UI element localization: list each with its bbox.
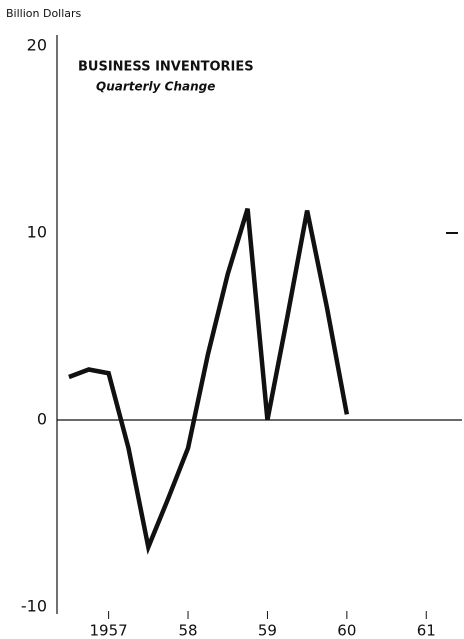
chart-title: BUSINESS INVENTORIES (78, 60, 254, 75)
x-tick-label: 58 (178, 622, 197, 639)
x-tick-label: 60 (337, 622, 356, 639)
y-tick-label: -10 (21, 597, 47, 616)
x-tick-label: 1957 (90, 622, 128, 639)
y-tick-label: 20 (27, 36, 47, 55)
y-tick-label: 0 (37, 410, 47, 429)
chart-subtitle: Quarterly Change (96, 80, 215, 94)
x-tick-label: 61 (417, 622, 436, 639)
y-axis-label: Billion Dollars (6, 7, 82, 20)
y-tick-label: 10 (27, 223, 47, 242)
x-tick-label: 59 (258, 622, 277, 639)
data-line (68, 208, 350, 555)
